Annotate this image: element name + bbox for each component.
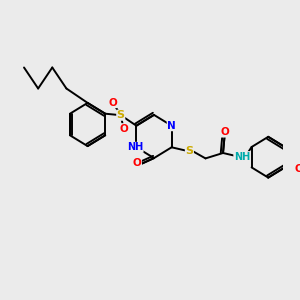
Text: S: S xyxy=(117,110,125,120)
Text: NH: NH xyxy=(127,142,143,152)
Text: O: O xyxy=(220,127,229,137)
Text: O: O xyxy=(294,164,300,174)
Text: N: N xyxy=(167,121,176,131)
Text: O: O xyxy=(109,98,117,108)
Text: NH: NH xyxy=(234,152,250,162)
Text: O: O xyxy=(133,158,141,169)
Text: O: O xyxy=(119,124,128,134)
Text: S: S xyxy=(185,146,194,156)
